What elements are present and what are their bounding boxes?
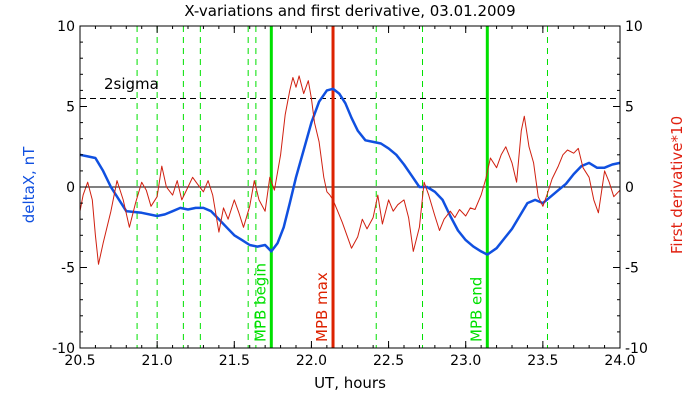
x-tick-label: 22.5 [373, 353, 404, 369]
right-y-axis-label: First derivative*10 [668, 116, 686, 254]
x-tick-label: 23.0 [450, 353, 481, 369]
x-tick-label: 24.0 [604, 353, 635, 369]
event-marker-label: MPB max [313, 272, 331, 342]
right-y-tick-label: 5 [625, 100, 634, 116]
right-y-tick-label: 0 [625, 180, 634, 196]
left-y-tick-label: -5 [61, 261, 75, 277]
right-y-tick-label: -10 [625, 341, 648, 357]
event-marker-label: MPB begin [251, 263, 269, 342]
left-y-tick-label: 0 [66, 180, 75, 196]
threshold-label: 2sigma [104, 75, 159, 93]
x-tick-label: 20.5 [64, 353, 95, 369]
series-layer [79, 75, 621, 265]
x-axis-label: UT, hours [314, 374, 386, 392]
x-tick-label: 22.0 [296, 353, 327, 369]
axes-layer: 20.5 21.0 21.5 22.0 22.5 23.0 23.5 24.0 10 10 5 5 0 0… [52, 19, 648, 369]
chart-title: X-variations and first derivative, 03.01… [184, 2, 515, 20]
right-y-tick-label: 10 [625, 19, 643, 35]
deltax-series-line [79, 87, 621, 256]
right-y-tick-label: -5 [625, 261, 639, 277]
left-y-axis-label: deltaX, nT [20, 146, 38, 223]
derivative-series-line [79, 75, 621, 265]
left-y-tick-label: -10 [52, 341, 75, 357]
x-tick-label: 21.5 [219, 353, 250, 369]
marker-layer: MPB begin MPB max MPB end [80, 26, 620, 348]
left-y-tick-label: 10 [57, 19, 75, 35]
left-y-tick-label: 5 [66, 100, 75, 116]
x-tick-label: 23.5 [527, 353, 558, 369]
event-marker-label: MPB end [467, 277, 485, 342]
x-tick-label: 21.0 [142, 353, 173, 369]
